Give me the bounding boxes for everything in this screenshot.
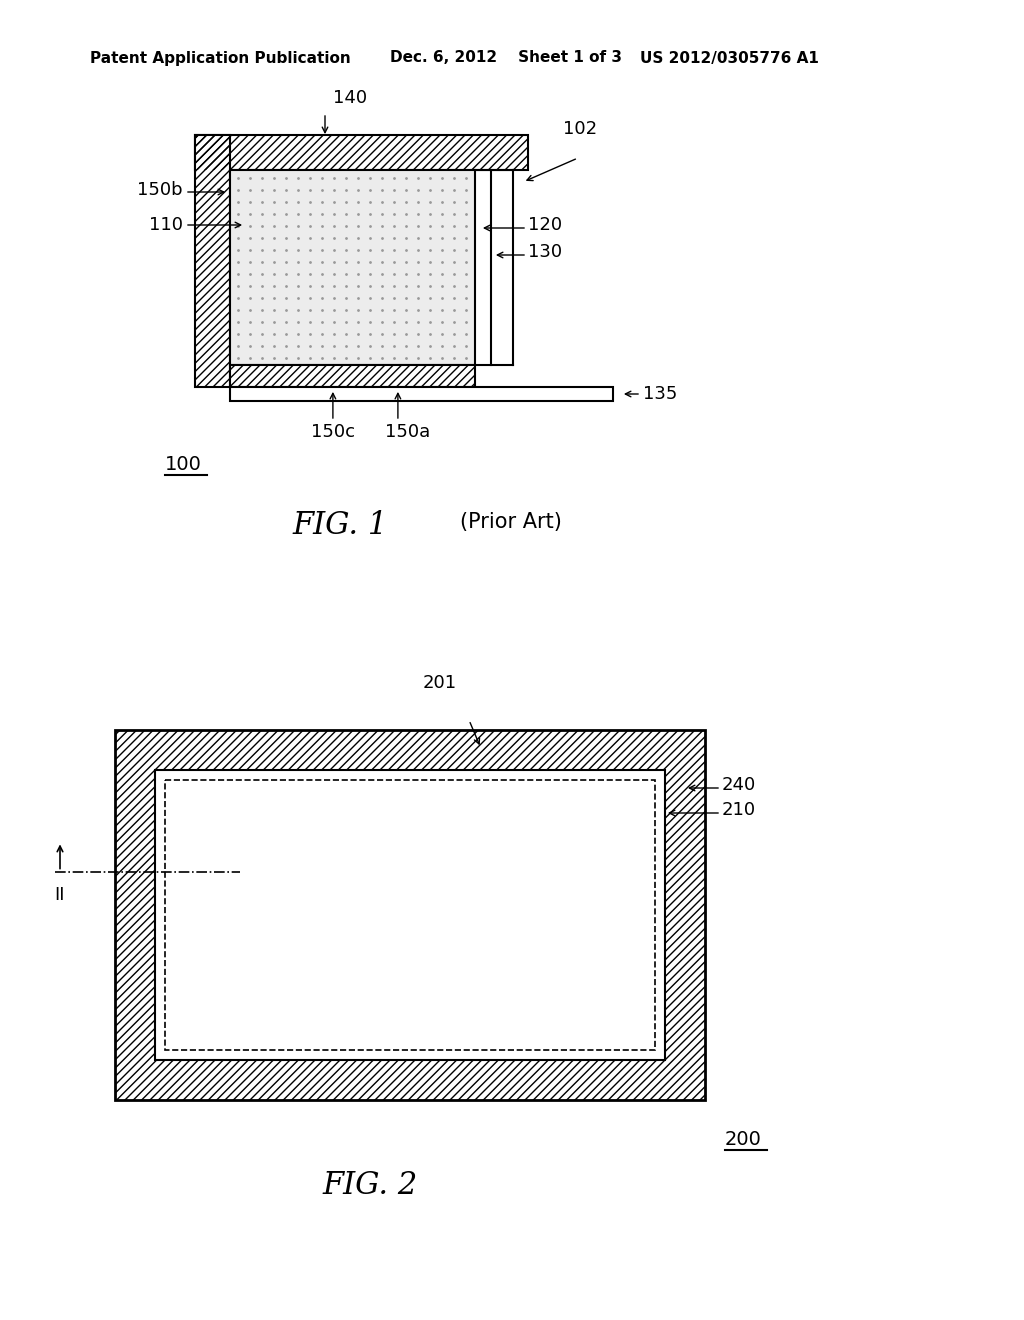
Bar	[195, 135, 230, 387]
Bar	[195, 135, 528, 170]
Text: 130: 130	[528, 243, 562, 261]
Bar	[230, 387, 613, 401]
Text: 135: 135	[643, 385, 677, 403]
Text: 140: 140	[333, 88, 368, 107]
Text: 150c: 150c	[311, 422, 355, 441]
Text: 110: 110	[150, 216, 183, 234]
Text: II: II	[54, 886, 66, 903]
Text: 150a: 150a	[385, 422, 430, 441]
Bar	[230, 366, 475, 387]
Bar	[230, 366, 475, 387]
Text: 200: 200	[725, 1130, 762, 1148]
Text: Dec. 6, 2012    Sheet 1 of 3: Dec. 6, 2012 Sheet 1 of 3	[390, 50, 622, 66]
Text: FIG. 2: FIG. 2	[323, 1170, 418, 1201]
Bar	[195, 135, 230, 387]
Text: Patent Application Publication: Patent Application Publication	[90, 50, 351, 66]
Bar	[230, 170, 475, 366]
Bar	[115, 730, 705, 1100]
Bar	[115, 730, 705, 1100]
Text: FIG. 1: FIG. 1	[293, 510, 388, 541]
Bar	[195, 135, 528, 170]
Text: (Prior Art): (Prior Art)	[460, 512, 562, 532]
Text: 100: 100	[165, 455, 202, 474]
Text: II: II	[224, 886, 236, 903]
Text: 102: 102	[563, 120, 597, 139]
Text: 210: 210	[722, 801, 756, 818]
Bar	[155, 770, 665, 1060]
Text: 120: 120	[528, 216, 562, 234]
Text: 150b: 150b	[137, 181, 183, 199]
Text: 201: 201	[423, 675, 457, 692]
Text: 240: 240	[722, 776, 757, 795]
Bar	[165, 780, 655, 1049]
Text: US 2012/0305776 A1: US 2012/0305776 A1	[640, 50, 819, 66]
